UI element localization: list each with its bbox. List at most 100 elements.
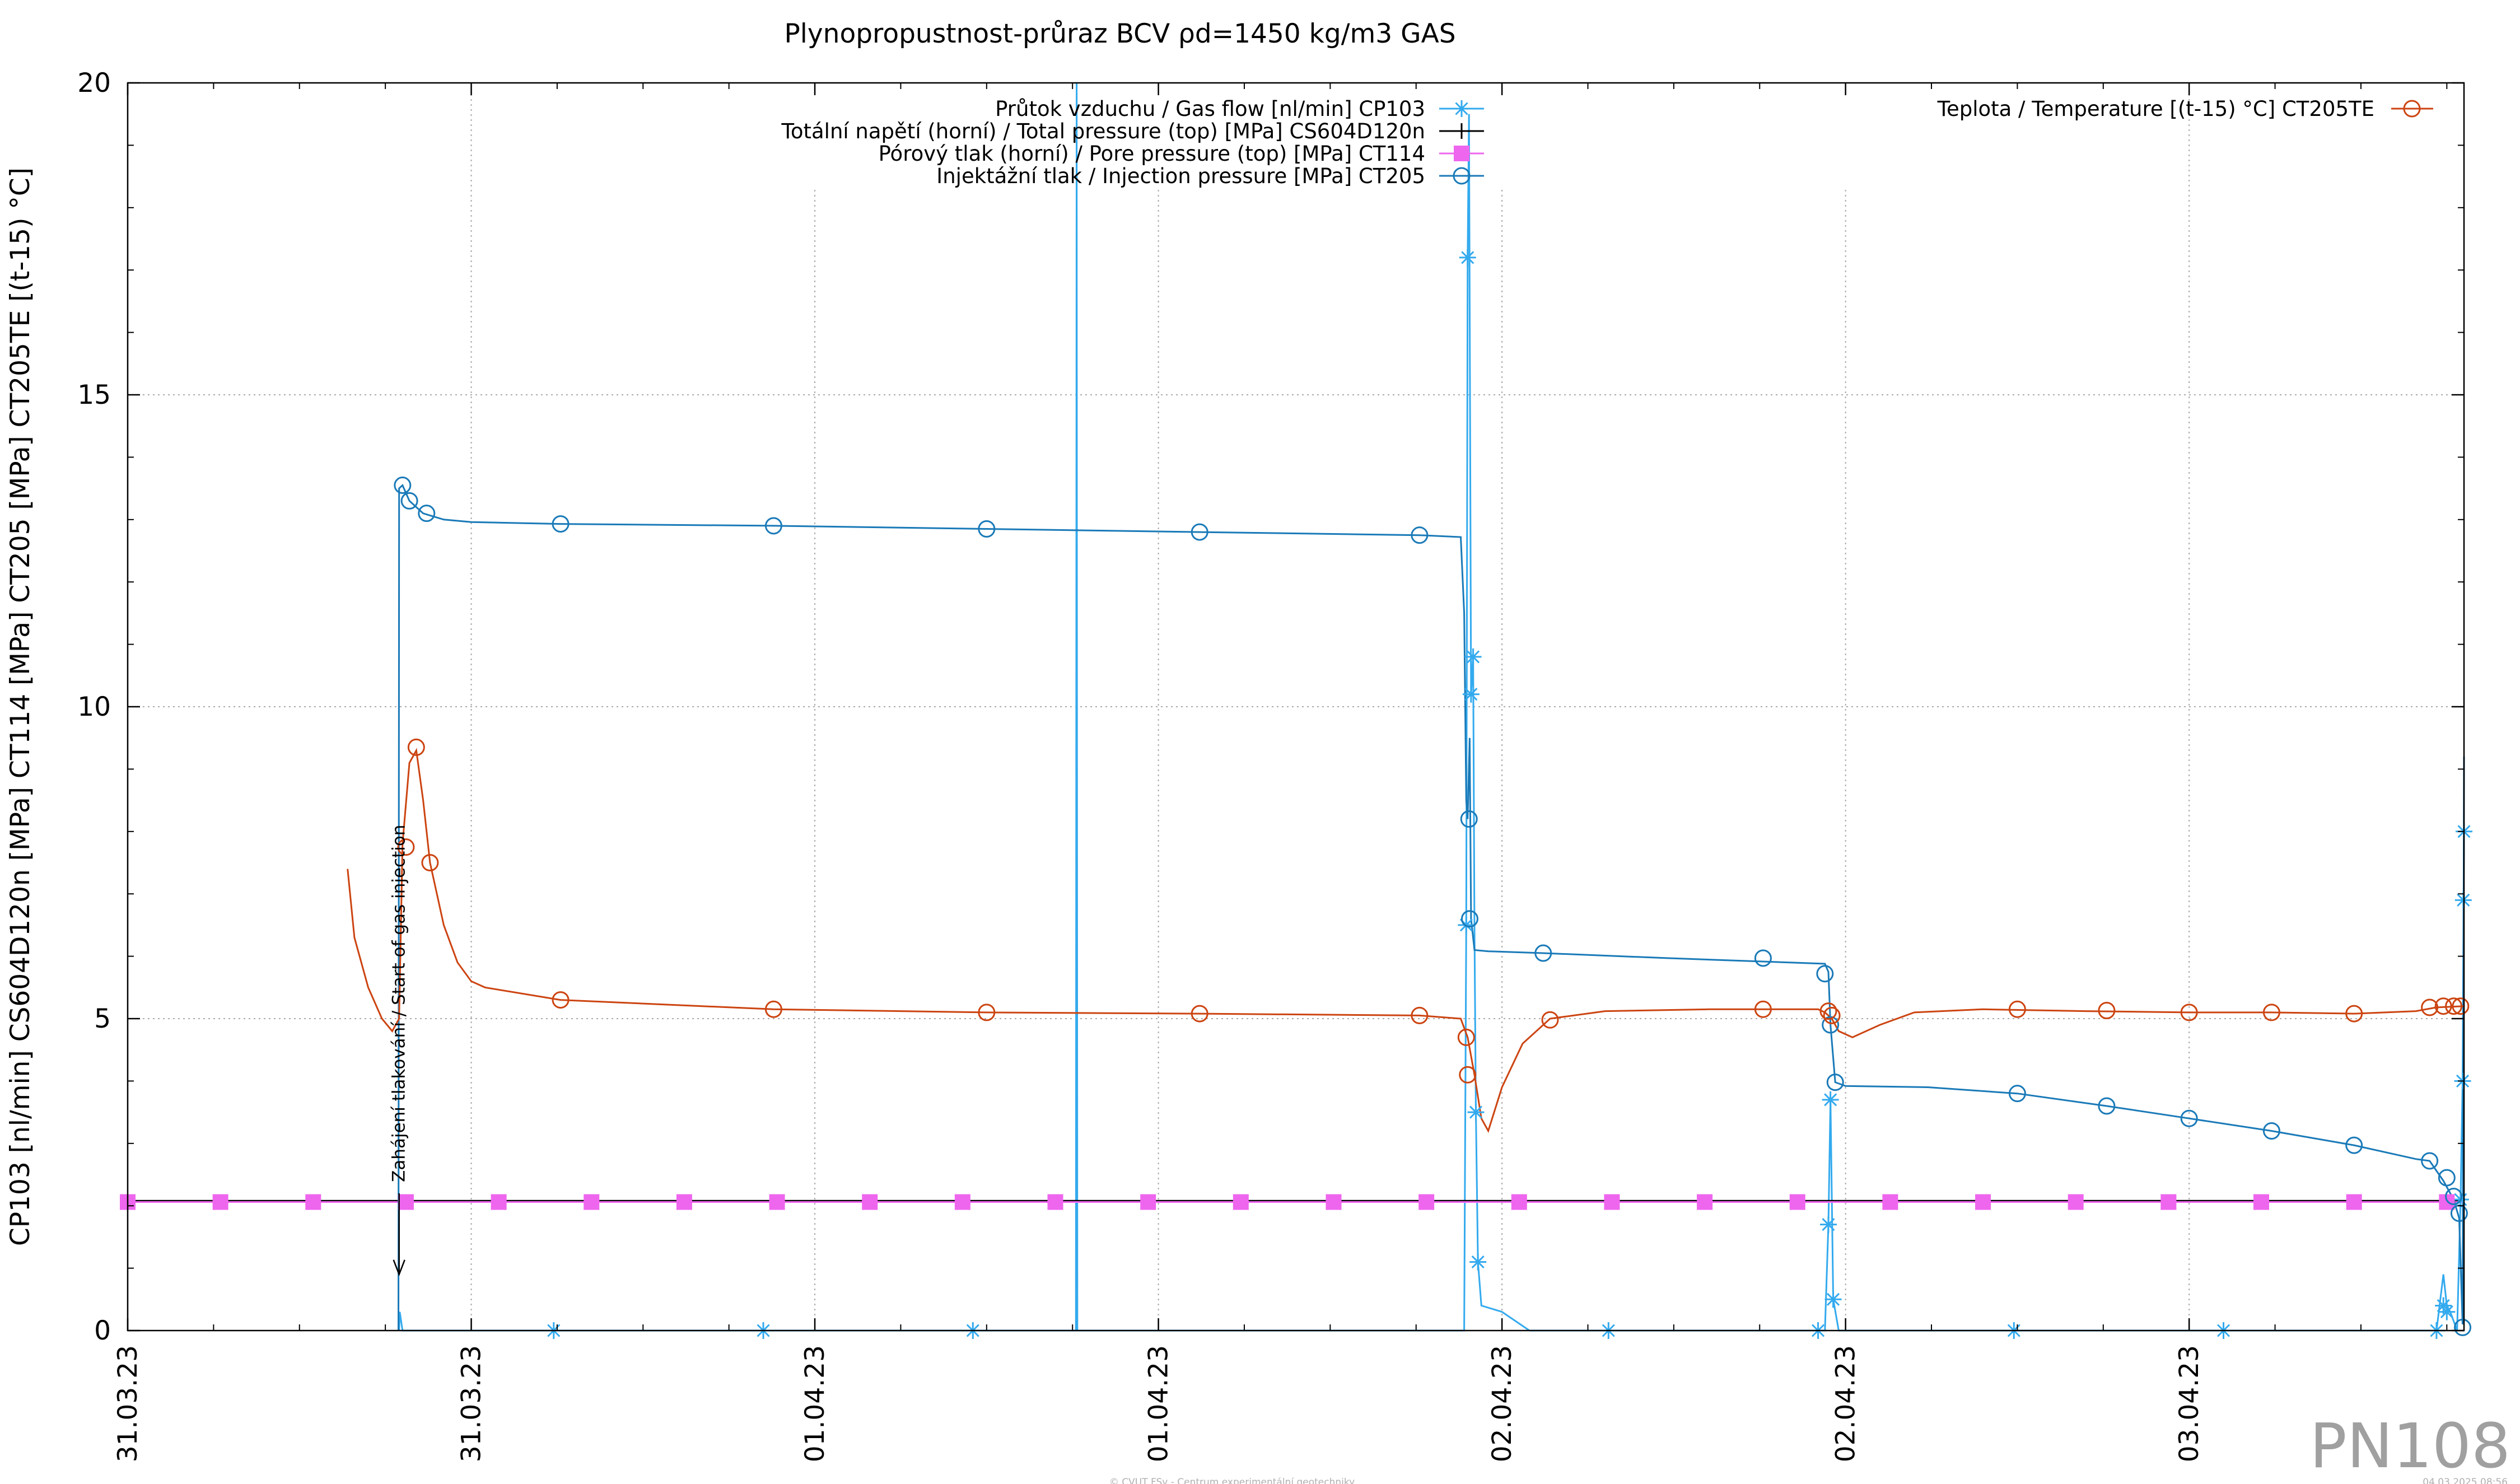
series-point-2-shape xyxy=(1418,1194,1435,1210)
legend-right: Teplota / Temperature [(t-15) °C] CT205T… xyxy=(1937,97,2433,121)
series-point-3 xyxy=(418,505,436,522)
series-point-3 xyxy=(2008,1085,2026,1103)
series-point-0 xyxy=(1822,1091,1839,1108)
series-point-2-shape xyxy=(769,1194,785,1210)
series-point-2-shape xyxy=(2253,1194,2270,1210)
series-point-3-shape xyxy=(978,520,996,538)
series-point-3 xyxy=(1754,949,1772,967)
annotation-text: Zahájení tlakování / Start of gas inject… xyxy=(389,825,409,1182)
series-point-2 xyxy=(1326,1194,1342,1210)
series-point-3-shape xyxy=(2438,1169,2456,1187)
series-point-2-shape xyxy=(2068,1194,2084,1210)
series-point-4 xyxy=(2445,997,2463,1015)
series-point-3-shape xyxy=(1822,1016,1840,1034)
series-point-3-shape xyxy=(2421,1152,2439,1170)
series-point-3 xyxy=(1460,810,1478,828)
series-point-3-shape xyxy=(2098,1097,2116,1115)
series-point-4 xyxy=(1541,1011,1559,1029)
series-line-3 xyxy=(398,483,2465,1331)
series-point-0 xyxy=(1459,249,1476,266)
x-tick-label: 31.03.23 xyxy=(456,1345,487,1462)
series-point-4-shape xyxy=(1459,1066,1477,1084)
series-point-4-shape xyxy=(1819,1002,1837,1020)
series-point-3 xyxy=(1822,1016,1840,1034)
series-point-2-shape xyxy=(1233,1194,1249,1210)
series-point-4 xyxy=(1819,1002,1837,1020)
series-point-0 xyxy=(2438,1303,2456,1320)
series-point-2 xyxy=(1882,1194,1898,1210)
series-point-3 xyxy=(400,492,418,510)
series-point-4 xyxy=(1411,1006,1429,1024)
series-point-3 xyxy=(2345,1136,2363,1154)
series-point-3-shape xyxy=(1826,1074,1844,1091)
series-point-3-shape xyxy=(1460,810,1478,828)
series-point-2 xyxy=(491,1194,507,1210)
series-point-3-shape xyxy=(1191,523,1208,541)
series-point-4 xyxy=(2421,998,2439,1016)
series-point-4 xyxy=(1459,1066,1477,1084)
series-point-2 xyxy=(2160,1194,2177,1210)
series-point-2 xyxy=(305,1194,321,1210)
annotation-arrowhead xyxy=(393,1259,405,1277)
y-tick-label: 15 xyxy=(77,380,111,410)
series-point-0 xyxy=(1819,1216,1837,1233)
series-point-3-shape xyxy=(552,515,570,533)
series-point-4 xyxy=(2262,1004,2280,1021)
annotation: Zahájení tlakování / Start of gas inject… xyxy=(389,825,409,1277)
legend-marker-3-shape xyxy=(1453,167,1471,185)
legend-label-4: Teplota / Temperature [(t-15) °C] CT205T… xyxy=(1937,97,2374,121)
series-point-2-shape xyxy=(1975,1194,1991,1210)
y-tick-label: 10 xyxy=(77,692,111,722)
series-point-2-shape xyxy=(2160,1194,2177,1210)
series-point-4 xyxy=(1754,1000,1772,1018)
y-tick-label: 20 xyxy=(77,68,111,99)
series-point-3-shape xyxy=(1534,944,1552,962)
series-point-2 xyxy=(2439,1194,2455,1210)
series-point-2 xyxy=(1511,1194,1527,1210)
legend-label-1: Totální napětí (horní) / Total pressure … xyxy=(781,119,1425,143)
footer-date: 04.03.2025 08:56 xyxy=(2423,1477,2508,1484)
series-point-4-shape xyxy=(1411,1006,1429,1024)
series-line-4 xyxy=(347,748,2465,1133)
x-tick-label: 01.04.23 xyxy=(1144,1345,1174,1462)
series-point-4-shape xyxy=(407,738,425,756)
legend-label-3: Injektážní tlak / Injection pressure [MP… xyxy=(936,164,1425,188)
series-point-2 xyxy=(1975,1194,1991,1210)
series-point-2 xyxy=(1233,1194,1249,1210)
series-point-2-shape xyxy=(1047,1194,1063,1210)
x-tick-label: 02.04.23 xyxy=(1487,1345,1518,1462)
series-point-3-shape xyxy=(1754,949,1772,967)
series-point-2 xyxy=(1140,1194,1156,1210)
series-point-4-shape xyxy=(1754,1000,1772,1018)
series-point-3-shape xyxy=(2008,1085,2026,1103)
series-point-3-shape xyxy=(400,492,418,510)
series-point-4-shape xyxy=(1823,1006,1841,1024)
legend-marker-4 xyxy=(2403,100,2421,118)
legend-label-2: Pórový tlak (horní) / Pore pressure (top… xyxy=(879,142,1425,166)
series-point-4 xyxy=(764,1000,782,1018)
y-tick-label: 5 xyxy=(94,1004,111,1034)
series-point-3 xyxy=(2445,1187,2463,1205)
series-point-2 xyxy=(676,1194,692,1210)
series-point-4 xyxy=(397,838,415,856)
series-point-2 xyxy=(212,1194,228,1210)
series-point-3-shape xyxy=(2345,1136,2363,1154)
series-point-2 xyxy=(398,1194,414,1210)
series-point-0 xyxy=(1462,685,1480,703)
series-point-3-shape xyxy=(764,517,782,535)
legend-marker-1 xyxy=(1454,123,1469,139)
chart-title: Plynopropustnost-průraz BCV ρd=1450 kg/m… xyxy=(784,18,1455,49)
series-point-3-shape xyxy=(2180,1109,2198,1127)
legend-marker-2 xyxy=(1454,146,1469,161)
footer-credit: © CVUT FSv - Centrum experimentální geot… xyxy=(1109,1477,1355,1484)
series-point-0 xyxy=(1824,1291,1842,1308)
series-point-4-shape xyxy=(2434,997,2452,1015)
legend-label-0: Průtok vzduchu / Gas flow [nl/min] CP103 xyxy=(995,97,1425,121)
series-point-3 xyxy=(2438,1169,2456,1187)
series-point-3 xyxy=(1816,965,1834,983)
series-point-4 xyxy=(978,1004,996,1021)
series-point-3 xyxy=(2180,1109,2198,1127)
series-point-4-shape xyxy=(552,991,570,1009)
